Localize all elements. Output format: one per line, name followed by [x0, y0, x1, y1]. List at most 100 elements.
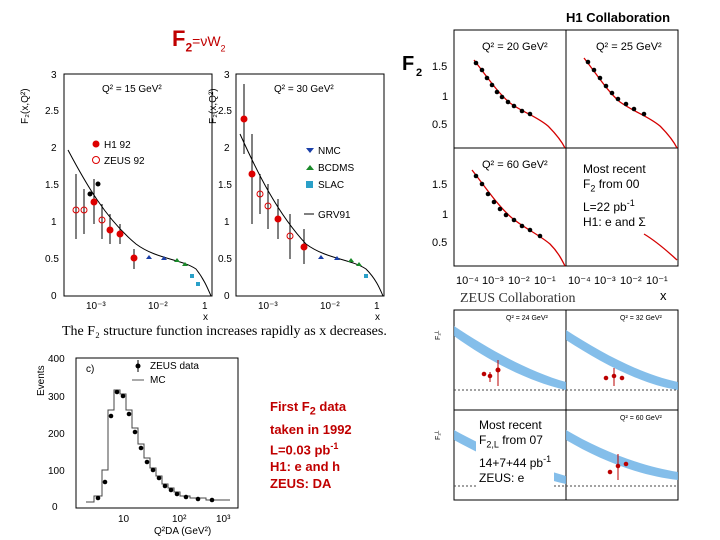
- h1-q2-tl: Q² = 20 GeV²: [482, 41, 548, 53]
- svg-text:3: 3: [224, 70, 230, 81]
- legend-bcdms: BCDMS: [318, 163, 354, 174]
- svg-text:1.5: 1.5: [218, 180, 232, 191]
- svg-text:10⁻²: 10⁻²: [148, 301, 168, 312]
- hist-legend-mc: MC: [150, 375, 166, 386]
- legend-nmc-marker: [306, 148, 314, 153]
- panel2-grv-curve: [239, 133, 384, 297]
- svg-text:1.5: 1.5: [432, 179, 447, 191]
- h1-curve-br: [643, 233, 678, 261]
- svg-text:0.5: 0.5: [218, 254, 232, 265]
- hist-panel-label: c): [86, 364, 94, 375]
- panel1-frame: [63, 73, 213, 297]
- h1-f2-figure: H1 Collaboration F 2 Q² = 20 GeV² Q² = 2…: [402, 10, 679, 303]
- panel1-q2: Q² = 15 GeV²: [102, 84, 162, 95]
- legend-slac: SLAC: [318, 180, 344, 191]
- svg-text:0.5: 0.5: [432, 119, 447, 131]
- legend-h1: H1 92: [104, 140, 131, 151]
- h1-points-bl: [473, 173, 543, 239]
- legend-zeus-marker: [92, 156, 100, 164]
- note-zeus-recent: Most recent F2,L from 07 14+7+44 pb-1 ZE…: [476, 417, 555, 488]
- svg-text:2.5: 2.5: [218, 106, 232, 117]
- zeus-points: [481, 360, 629, 480]
- panel2-xlabel: x: [375, 312, 380, 322]
- svg-text:300: 300: [48, 392, 65, 403]
- svg-text:10⁻³: 10⁻³: [258, 301, 278, 312]
- panel1-fixed-target: [146, 255, 200, 286]
- zeus-ylabel: F₂ᴸ: [435, 330, 442, 340]
- svg-text:1: 1: [374, 301, 380, 312]
- h1-points-tl: [473, 60, 533, 117]
- svg-text:10⁻³: 10⁻³: [482, 275, 504, 287]
- events-histogram: Events 0 100 200 300 400 c) 10 10² 10³ Q…: [36, 354, 239, 537]
- panel1-data-points: [72, 174, 138, 269]
- hist-data-points: [95, 389, 215, 503]
- zeus-q2-tr: Q² = 32 GeV²: [620, 315, 662, 322]
- note-h1-recent: Most recent F2 from 00 L=22 pb-1 H1: e a…: [583, 162, 646, 231]
- panel2-frame: [235, 73, 385, 297]
- panel1-yticks: 0 0.5 1 1.5 2 2.5 3: [45, 70, 59, 302]
- ytick-1p5: 1.5: [45, 180, 59, 191]
- svg-text:400: 400: [48, 354, 65, 365]
- svg-text:F₂ᴸ: F₂ᴸ: [435, 430, 442, 440]
- hist-xlabel: Q²DA (GeV²): [154, 526, 211, 537]
- svg-text:10⁻⁴: 10⁻⁴: [456, 275, 479, 287]
- note-first-f2: First F2 data taken in 1992 L=0.03 pb-1 …: [270, 399, 352, 491]
- svg-text:1: 1: [442, 209, 448, 221]
- zeus-header: ZEUS Collaboration: [460, 291, 576, 306]
- panel2-yticks: 0 0.5 1 1.5 2 2.5 3: [218, 70, 232, 302]
- h1-big-label: F: [402, 53, 414, 75]
- panel1-ylabel: F₂(x,Q²): [20, 88, 31, 124]
- h1-q2-bl: Q² = 60 GeV²: [482, 159, 548, 171]
- svg-text:10⁻²: 10⁻²: [620, 275, 642, 287]
- svg-text:10⁻¹: 10⁻¹: [646, 275, 668, 287]
- zeus-frame-br: [565, 409, 679, 501]
- slide-title: F2=νW2: [172, 26, 226, 55]
- ytick-2: 2: [51, 143, 57, 154]
- h1-header: H1 Collaboration: [566, 10, 670, 25]
- svg-text:100: 100: [48, 466, 65, 477]
- panel2-data-points: [240, 84, 308, 264]
- svg-text:0: 0: [52, 502, 58, 513]
- ytick-2p5: 2.5: [45, 106, 59, 117]
- svg-text:0.5: 0.5: [432, 237, 447, 249]
- hist-ylabel: Events: [36, 365, 47, 396]
- svg-text:10: 10: [118, 514, 130, 525]
- ytick-3: 3: [51, 70, 57, 81]
- panel2-fixed-target: [318, 255, 368, 278]
- hist-legend-data: ZEUS data: [150, 361, 199, 372]
- legend-nmc: NMC: [318, 146, 341, 157]
- svg-text:1: 1: [202, 301, 208, 312]
- svg-text:10³: 10³: [216, 514, 231, 525]
- h1-points-tr: [585, 59, 647, 117]
- legend-h1-marker: [92, 140, 100, 148]
- f2-caption: The F₂ structure function increases rapi…: [62, 324, 387, 339]
- legend-zeus: ZEUS 92: [104, 156, 145, 167]
- ytick-0: 0: [51, 291, 57, 302]
- svg-text:10⁻¹: 10⁻¹: [534, 275, 556, 287]
- svg-text:2: 2: [416, 67, 422, 79]
- legend-grv: GRV91: [318, 210, 351, 221]
- panel2-q2: Q² = 30 GeV²: [274, 84, 334, 95]
- legend-slac-marker: [306, 181, 313, 188]
- hist-mc-line: [86, 389, 230, 503]
- svg-text:1: 1: [224, 217, 230, 228]
- h1-xlabel: x: [660, 288, 667, 303]
- h1-frame-tl: [453, 29, 567, 149]
- h1-q2-tr: Q² = 25 GeV²: [596, 41, 662, 53]
- zeus-band-br: [566, 430, 678, 480]
- svg-text:1: 1: [442, 91, 448, 103]
- svg-text:10²: 10²: [172, 514, 187, 525]
- zeus-f2l-figure: ZEUS Collaboration F₂ᴸ F₂ᴸ Q² = 24 GeV² …: [435, 291, 679, 501]
- svg-text:1.5: 1.5: [432, 61, 447, 73]
- svg-text:10⁻²: 10⁻²: [508, 275, 530, 287]
- svg-text:10⁻⁴: 10⁻⁴: [568, 275, 591, 287]
- zeus-band-tr: [566, 330, 678, 390]
- panel1-grv-curve: [67, 149, 212, 297]
- zeus-band-tl: [454, 326, 566, 390]
- svg-text:2: 2: [224, 143, 230, 154]
- zeus-frame-tr: [565, 309, 679, 411]
- h1-curve-tr: [583, 57, 678, 149]
- ytick-1: 1: [51, 217, 57, 228]
- zeus-q2-tl: Q² = 24 GeV²: [506, 315, 548, 322]
- svg-text:10⁻³: 10⁻³: [594, 275, 616, 287]
